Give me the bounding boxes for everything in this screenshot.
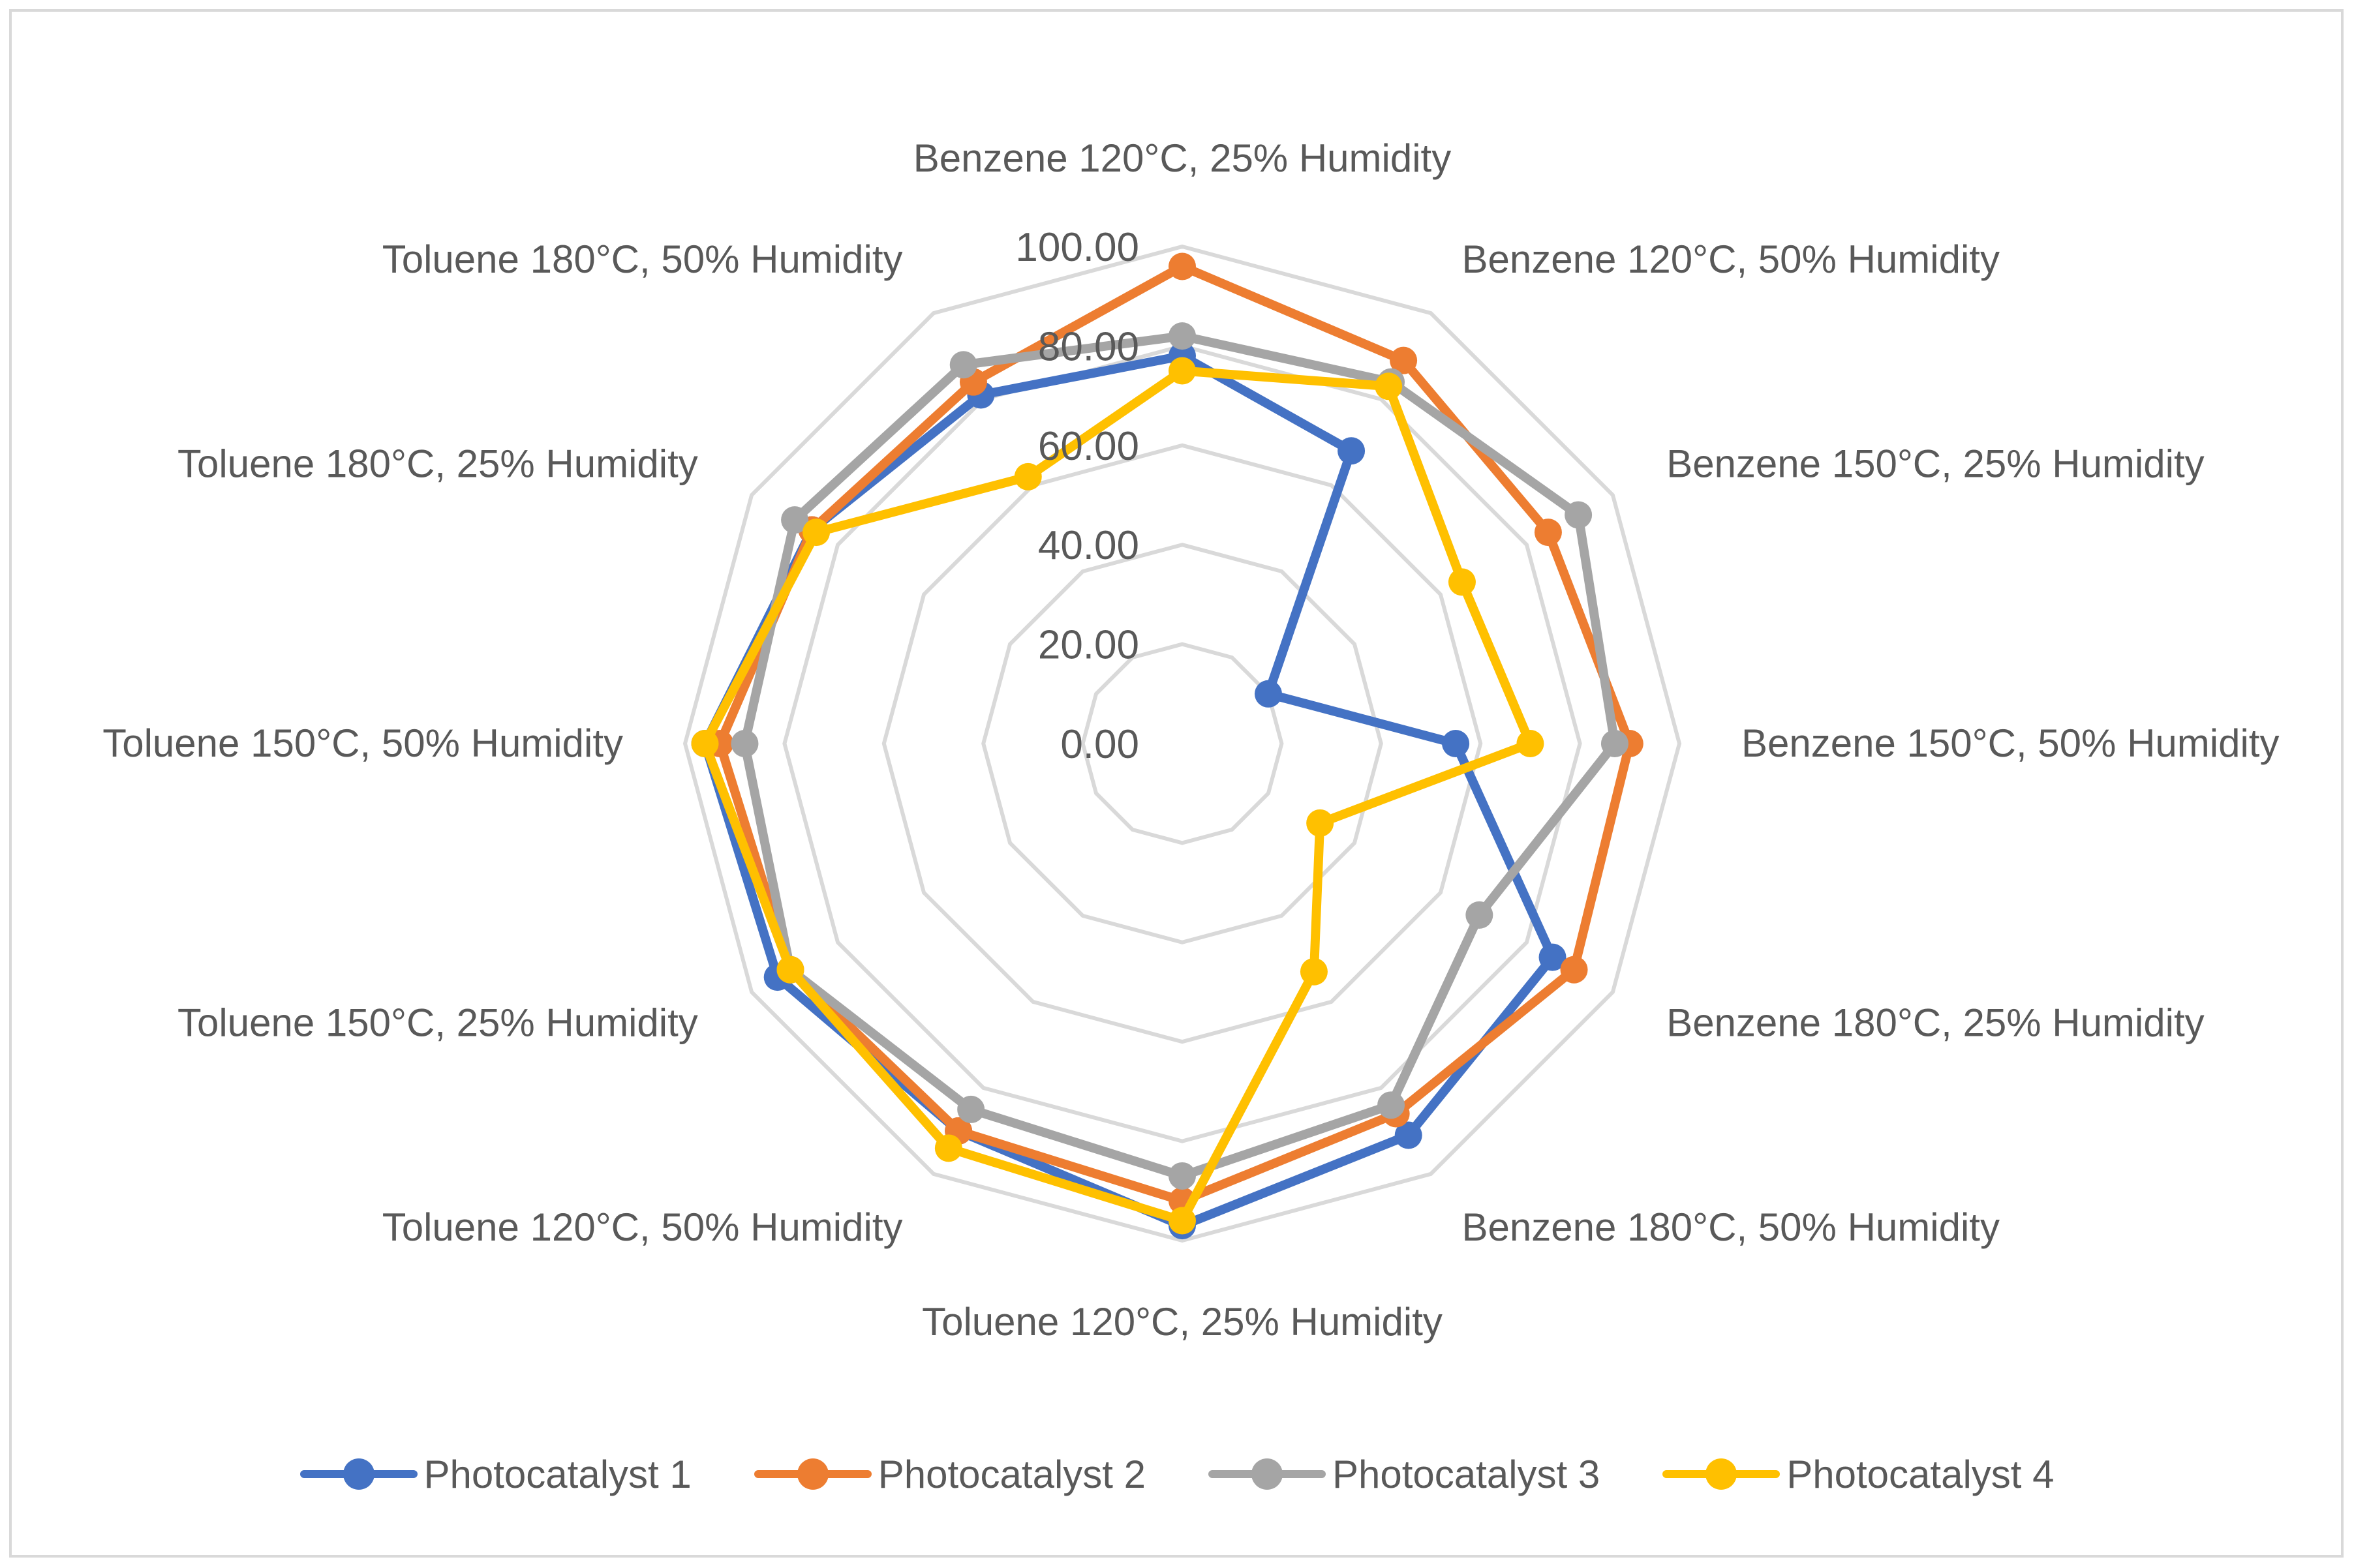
tick-label: 40.00: [1038, 523, 1139, 568]
legend-marker-icon: [1208, 1455, 1326, 1494]
radar-series: [691, 252, 1643, 1240]
tick-label: 80.00: [1038, 324, 1139, 369]
category-label: Benzene 150°C, 25% Humidity: [1666, 442, 2204, 486]
data-point: [776, 956, 804, 984]
category-label: Benzene 180°C, 25% Humidity: [1666, 1001, 2204, 1045]
data-point: [1375, 372, 1403, 400]
series-line: [700, 366, 1535, 1226]
legend-label: Photocatalyst 2: [878, 1452, 1146, 1496]
legend-marker-icon: [754, 1455, 872, 1494]
series-1: [691, 342, 1567, 1240]
data-point: [1390, 346, 1418, 374]
data-point: [1448, 568, 1476, 596]
radial-axis-ticks: 0.00 20.00 40.00 60.00 80.00 100.00: [1015, 225, 1139, 767]
data-point: [949, 351, 977, 379]
grid-ring-5: [682, 244, 1682, 1243]
category-label: Benzene 180°C, 50% Humidity: [1462, 1205, 2000, 1249]
data-point: [1169, 357, 1196, 385]
data-point: [1306, 809, 1334, 837]
series-line: [715, 262, 1634, 1206]
data-point: [1465, 901, 1493, 929]
data-point: [1254, 680, 1282, 708]
category-label: Toluene 180°C, 25% Humidity: [177, 442, 698, 486]
data-point: [1169, 252, 1196, 280]
tick-label: 0.00: [1060, 722, 1139, 767]
data-point: [781, 506, 809, 534]
series-4: [691, 357, 1544, 1235]
legend-item: Photocatalyst 1: [299, 1452, 692, 1497]
category-label: Toluene 180°C, 50% Humidity: [382, 237, 903, 281]
data-point: [1014, 462, 1042, 490]
tick-label: 100.00: [1015, 225, 1139, 270]
data-point: [691, 730, 719, 757]
grid-ring-4: [782, 344, 1582, 1143]
category-label: Benzene 120°C, 50% Humidity: [1462, 237, 2000, 281]
category-label: Benzene 120°C, 25% Humidity: [913, 136, 1451, 180]
legend-label: Photocatalyst 1: [423, 1452, 692, 1496]
data-point: [1538, 943, 1567, 971]
data-point: [1169, 322, 1196, 350]
legend-item: Photocatalyst 4: [1662, 1452, 2055, 1497]
data-point: [1377, 1091, 1405, 1119]
legend-label: Photocatalyst 3: [1332, 1452, 1600, 1496]
series-2: [706, 252, 1643, 1215]
tick-label: 60.00: [1038, 424, 1139, 469]
data-point: [1169, 1162, 1196, 1190]
category-label: Toluene 120°C, 25% Humidity: [922, 1300, 1443, 1344]
grid-ring-3: [881, 443, 1483, 1044]
category-labels: Benzene 120°C, 25% Humidity Benzene 120°C…: [102, 136, 2279, 1344]
data-point: [1169, 1207, 1196, 1235]
data-point: [1560, 956, 1588, 984]
legend-marker-icon: [299, 1455, 418, 1494]
data-point: [1534, 519, 1562, 547]
data-point: [1394, 1121, 1422, 1149]
tick-label: 20.00: [1038, 623, 1139, 668]
data-point: [802, 519, 831, 547]
data-point: [1338, 437, 1366, 465]
data-point: [1442, 730, 1470, 757]
data-point: [957, 1095, 985, 1123]
category-label: Toluene 120°C, 50% Humidity: [382, 1205, 903, 1249]
grid-ring-2: [981, 543, 1383, 944]
data-point: [731, 730, 759, 757]
legend-item: Photocatalyst 2: [754, 1452, 1146, 1497]
data-point: [1565, 501, 1593, 529]
legend-item: Photocatalyst 3: [1208, 1452, 1600, 1497]
legend-label: Photocatalyst 4: [1786, 1452, 2055, 1496]
legend-marker-icon: [1662, 1455, 1781, 1494]
category-label: Toluene 150°C, 25% Humidity: [177, 1001, 698, 1045]
data-point: [1300, 957, 1328, 986]
data-point: [1516, 730, 1544, 757]
data-point: [934, 1134, 962, 1162]
legend: Photocatalyst 1 Photocatalyst 2 Photocatal…: [0, 1438, 2354, 1510]
category-label: Toluene 150°C, 50% Humidity: [102, 721, 623, 765]
data-point: [1600, 730, 1628, 757]
category-label: Benzene 150°C, 50% Humidity: [1741, 721, 2279, 765]
